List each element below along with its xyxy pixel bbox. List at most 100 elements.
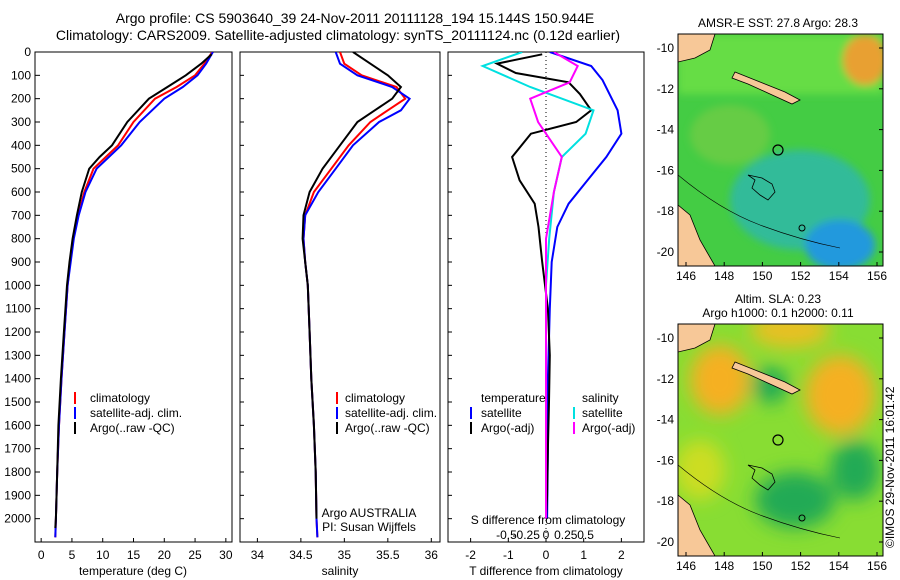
series-line-argo-raw-qc- (54, 53, 213, 529)
legend-s-satellite: satellite (582, 406, 623, 420)
sst-map-frame (677, 33, 884, 267)
temperature-legend: climatology satellite-adj. clim. Argo(..… (74, 391, 182, 435)
map-x-tick-label: 156 (867, 559, 887, 573)
salinity-xlabel: salinity (322, 564, 359, 578)
depth-tick-label: 700 (11, 208, 31, 222)
sla-map-title-line1: Altim. SLA: 0.23 (735, 292, 821, 306)
x-tick-label: 35.5 (376, 548, 400, 562)
x-tick-label: 0 (543, 548, 550, 562)
sla-mid-west (678, 440, 725, 500)
s-x-tick-label: 0.5 (577, 528, 594, 542)
depth-tick-label: 2000 (4, 512, 31, 526)
depth-tick-label: 1500 (4, 395, 31, 409)
sst-map (678, 34, 883, 266)
x-tick-label: 25 (188, 548, 202, 562)
depth-tick-label: 600 (11, 185, 31, 199)
map-x-tick-label: 152 (791, 559, 811, 573)
shelf-contour (678, 174, 841, 249)
depth-tick-label: 800 (11, 232, 31, 246)
temperature-series (54, 52, 214, 538)
sla-low-south (755, 472, 835, 528)
legend-temperature-title: temperature (481, 391, 546, 405)
map-x-tick-label: 154 (829, 269, 849, 283)
temperature-panel-frame (34, 51, 233, 543)
sst-cold-patch (805, 220, 875, 266)
s-x-tick-label: 0.25 (554, 528, 578, 542)
x-tick-label: 34.5 (289, 548, 313, 562)
title-line2: Climatology: CARS2009. Satellite-adjuste… (56, 27, 620, 43)
legend-climatology: climatology (345, 391, 405, 405)
map-y-tick-label: -18 (657, 494, 675, 508)
x-tick-label: 15 (127, 548, 141, 562)
map-y-tick-label: -12 (657, 82, 675, 96)
x-tick-label: 1 (580, 548, 587, 562)
map-x-tick-label: 150 (752, 559, 772, 573)
argo-location-marker (772, 434, 784, 446)
difference-legend: temperature salinity satellite Argo(-adj… (470, 391, 635, 435)
t-difference-xlabel: T difference from climatology (469, 564, 623, 578)
legend-climatology: climatology (90, 391, 150, 405)
legend-satellite-adj: satellite-adj. clim. (90, 406, 182, 420)
map-y-tick-label: -14 (657, 123, 675, 137)
x-tick-label: 10 (96, 548, 110, 562)
depth-tick-label: 1300 (4, 348, 31, 362)
argo-program-label: Argo AUSTRALIA (322, 506, 417, 520)
depth-tick-label: 1100 (5, 302, 31, 316)
map-y-tick-label: -10 (657, 331, 675, 345)
legend-salinity-title: salinity (582, 391, 619, 405)
sla-map-axes: 146 148 150 152 154 156 -10 -12 -14 -16 -18 -20 (657, 331, 888, 573)
depth-tick-label: 0 (24, 45, 31, 59)
sla-map-title-line2: Argo h1000: 0.1 h2000: 0.11 (702, 306, 854, 320)
sla-high-west (690, 345, 750, 415)
png-land-north (678, 34, 716, 63)
depth-tick-label: 900 (11, 255, 31, 269)
x-tick-label: -1 (503, 548, 514, 562)
salinity-legend: climatology satellite-adj. clim. Argo(..… (322, 391, 437, 534)
legend-s-argo: Argo(-adj) (582, 421, 635, 435)
t-difference-x-axis: -2 -1 0 1 2 (465, 538, 625, 562)
depth-tick-label: 500 (11, 162, 31, 176)
s-x-tick-label: -0.25 (513, 528, 541, 542)
x-tick-label: 5 (69, 548, 76, 562)
x-tick-label: 34 (251, 548, 265, 562)
map-x-tick-label: 150 (752, 269, 772, 283)
series-line-t-satellite (546, 52, 623, 519)
depth-tick-label: 400 (11, 138, 31, 152)
png-tail-islands (731, 71, 801, 105)
sla-map-frame (677, 323, 884, 557)
sla-low-southeast (830, 440, 880, 500)
depth-tick-label: 1800 (4, 465, 31, 479)
legend-t-argo: Argo(-adj) (481, 421, 534, 435)
sla-field (678, 324, 880, 528)
argo-location-marker (772, 144, 784, 156)
png-tail-islands (731, 361, 801, 395)
series-line-argo-raw-qc- (301, 52, 403, 519)
legend-t-satellite: satellite (481, 406, 522, 420)
reef-outline (747, 464, 776, 491)
australia-land (678, 204, 716, 266)
sst-map-axes: 146 148 150 152 154 156 -10 -12 -14 -16 -18 -20 (657, 41, 888, 283)
s-x-tick-label: 0 (543, 528, 550, 542)
sla-map (678, 324, 883, 556)
reef-outline (747, 174, 776, 201)
map-y-tick-label: -12 (657, 372, 675, 386)
map-x-tick-label: 146 (676, 559, 696, 573)
legend-satellite-adj: satellite-adj. clim. (345, 406, 437, 420)
depth-tick-label: 1000 (4, 278, 31, 292)
x-tick-label: 36 (425, 548, 439, 562)
salinity-panel-frame (239, 51, 441, 543)
australia-land (678, 494, 716, 556)
depth-tick-label: 100 (11, 68, 31, 82)
map-x-tick-label: 152 (791, 269, 811, 283)
map-x-tick-label: 148 (714, 269, 734, 283)
sla-high-north (750, 324, 830, 348)
x-tick-label: 35 (338, 548, 352, 562)
shelf-contour (678, 464, 841, 539)
sla-high-east (805, 355, 875, 435)
sst-map-title: AMSR-E SST: 27.8 Argo: 28.3 (698, 16, 858, 30)
salinity-x-axis: 34 34.5 35 35.5 36 (251, 538, 439, 562)
temperature-xlabel: temperature (deg C) (79, 564, 187, 578)
map-x-tick-label: 146 (676, 269, 696, 283)
map-y-tick-label: -18 (657, 204, 675, 218)
